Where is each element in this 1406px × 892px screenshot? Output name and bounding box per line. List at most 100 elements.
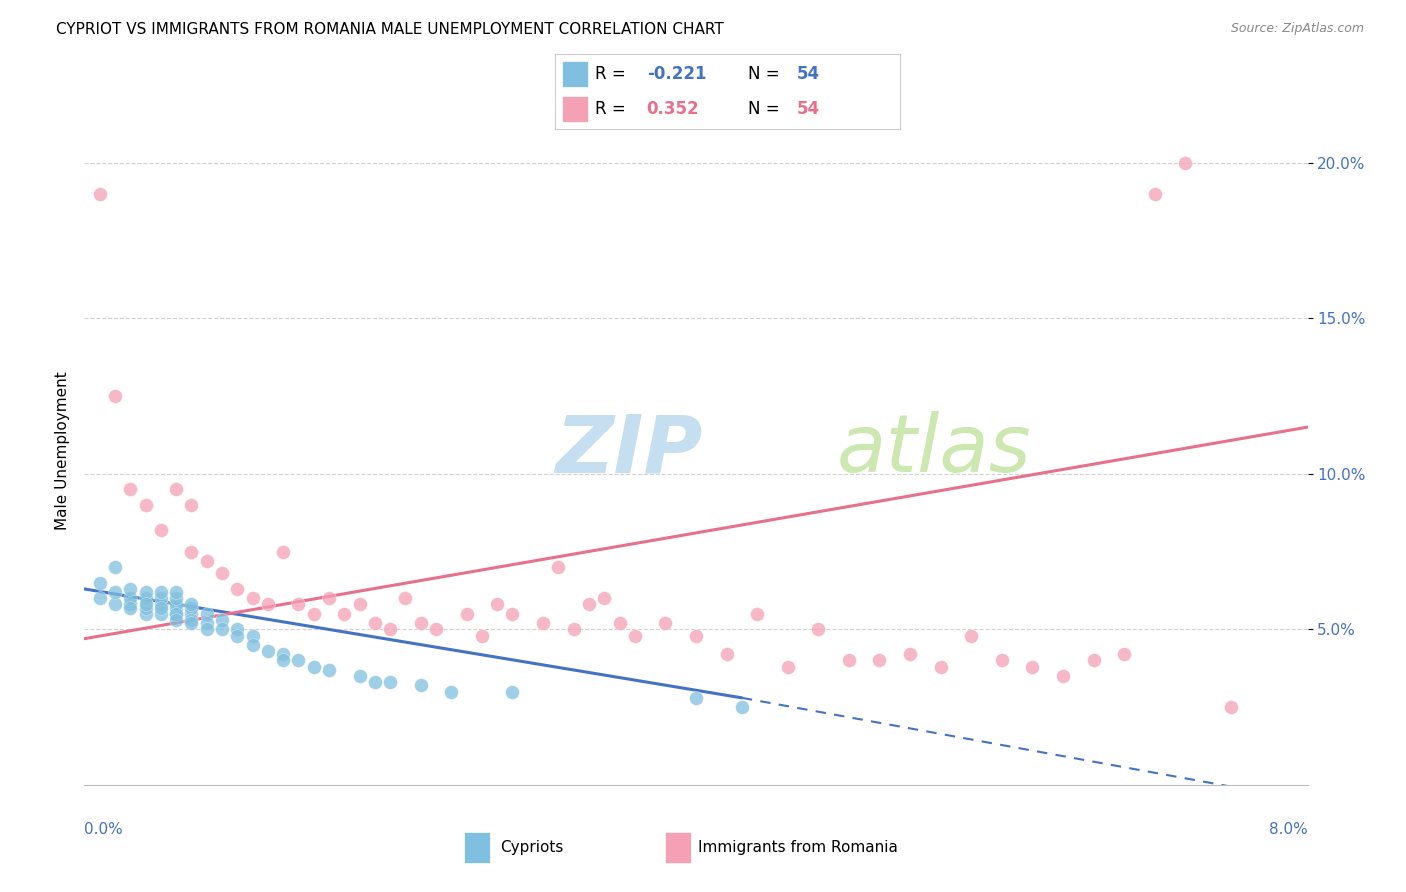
- Point: [242, 591, 264, 606]
- Text: Immigrants from Romania: Immigrants from Romania: [699, 840, 898, 855]
- Point: [685, 629, 707, 643]
- Point: [180, 598, 202, 612]
- Point: [120, 598, 142, 612]
- Point: [547, 560, 569, 574]
- Point: [149, 523, 172, 537]
- Point: [287, 598, 309, 612]
- Point: [380, 675, 402, 690]
- Point: [120, 582, 142, 596]
- Point: [716, 647, 738, 661]
- Point: [990, 653, 1012, 667]
- Point: [180, 498, 202, 512]
- Point: [302, 607, 325, 621]
- Bar: [562, 62, 588, 87]
- Point: [89, 575, 111, 590]
- Point: [745, 607, 768, 621]
- Point: [120, 483, 142, 497]
- Point: [409, 616, 432, 631]
- Point: [211, 566, 233, 581]
- Point: [180, 613, 202, 627]
- Point: [104, 560, 127, 574]
- Point: [165, 483, 187, 497]
- Point: [1052, 669, 1074, 683]
- Point: [120, 600, 142, 615]
- Point: [211, 613, 233, 627]
- Point: [149, 607, 172, 621]
- Text: 54: 54: [796, 100, 820, 118]
- Point: [104, 598, 127, 612]
- Point: [1114, 647, 1136, 661]
- Point: [165, 607, 187, 621]
- Point: [271, 653, 294, 667]
- Point: [271, 544, 294, 558]
- Point: [287, 653, 309, 667]
- Point: [135, 598, 157, 612]
- Text: R =: R =: [595, 65, 631, 83]
- Point: [104, 585, 127, 599]
- Point: [180, 616, 202, 631]
- Point: [180, 600, 202, 615]
- Point: [1021, 659, 1043, 673]
- Text: N =: N =: [748, 65, 785, 83]
- Point: [394, 591, 416, 606]
- Point: [211, 623, 233, 637]
- Point: [165, 607, 187, 621]
- Point: [318, 663, 340, 677]
- Point: [501, 607, 523, 621]
- Point: [180, 607, 202, 621]
- Text: CYPRIOT VS IMMIGRANTS FROM ROMANIA MALE UNEMPLOYMENT CORRELATION CHART: CYPRIOT VS IMMIGRANTS FROM ROMANIA MALE …: [56, 22, 724, 37]
- Point: [318, 591, 340, 606]
- Point: [135, 591, 157, 606]
- Point: [165, 613, 187, 627]
- Point: [364, 616, 387, 631]
- Point: [364, 675, 387, 690]
- Point: [807, 623, 830, 637]
- Point: [440, 684, 463, 698]
- Point: [165, 585, 187, 599]
- Point: [226, 582, 249, 596]
- Point: [104, 389, 127, 403]
- Point: [165, 598, 187, 612]
- Point: [562, 623, 585, 637]
- Text: 54: 54: [796, 65, 820, 83]
- Point: [898, 647, 921, 661]
- Point: [135, 498, 157, 512]
- Point: [456, 607, 478, 621]
- Point: [929, 659, 952, 673]
- Text: atlas: atlas: [837, 411, 1032, 490]
- Point: [195, 616, 218, 631]
- Point: [531, 616, 554, 631]
- Text: N =: N =: [748, 100, 785, 118]
- Point: [257, 598, 280, 612]
- Point: [425, 623, 447, 637]
- Point: [578, 598, 600, 612]
- Point: [609, 616, 631, 631]
- Text: 0.352: 0.352: [647, 100, 699, 118]
- Text: Cypriots: Cypriots: [501, 840, 564, 855]
- Point: [380, 623, 402, 637]
- Point: [486, 598, 509, 612]
- Text: R =: R =: [595, 100, 631, 118]
- Point: [149, 600, 172, 615]
- Point: [302, 659, 325, 673]
- Text: 8.0%: 8.0%: [1268, 822, 1308, 837]
- Point: [226, 629, 249, 643]
- Point: [257, 644, 280, 658]
- Point: [135, 600, 157, 615]
- Bar: [464, 831, 491, 863]
- Point: [685, 690, 707, 705]
- Point: [120, 591, 142, 606]
- Point: [180, 544, 202, 558]
- Point: [242, 629, 264, 643]
- Point: [838, 653, 860, 667]
- Point: [624, 629, 647, 643]
- Point: [165, 600, 187, 615]
- Point: [135, 585, 157, 599]
- Point: [1220, 700, 1243, 714]
- Point: [271, 647, 294, 661]
- Text: 0.0%: 0.0%: [84, 822, 124, 837]
- Point: [149, 585, 172, 599]
- Text: Source: ZipAtlas.com: Source: ZipAtlas.com: [1230, 22, 1364, 36]
- Point: [593, 591, 616, 606]
- Point: [242, 638, 264, 652]
